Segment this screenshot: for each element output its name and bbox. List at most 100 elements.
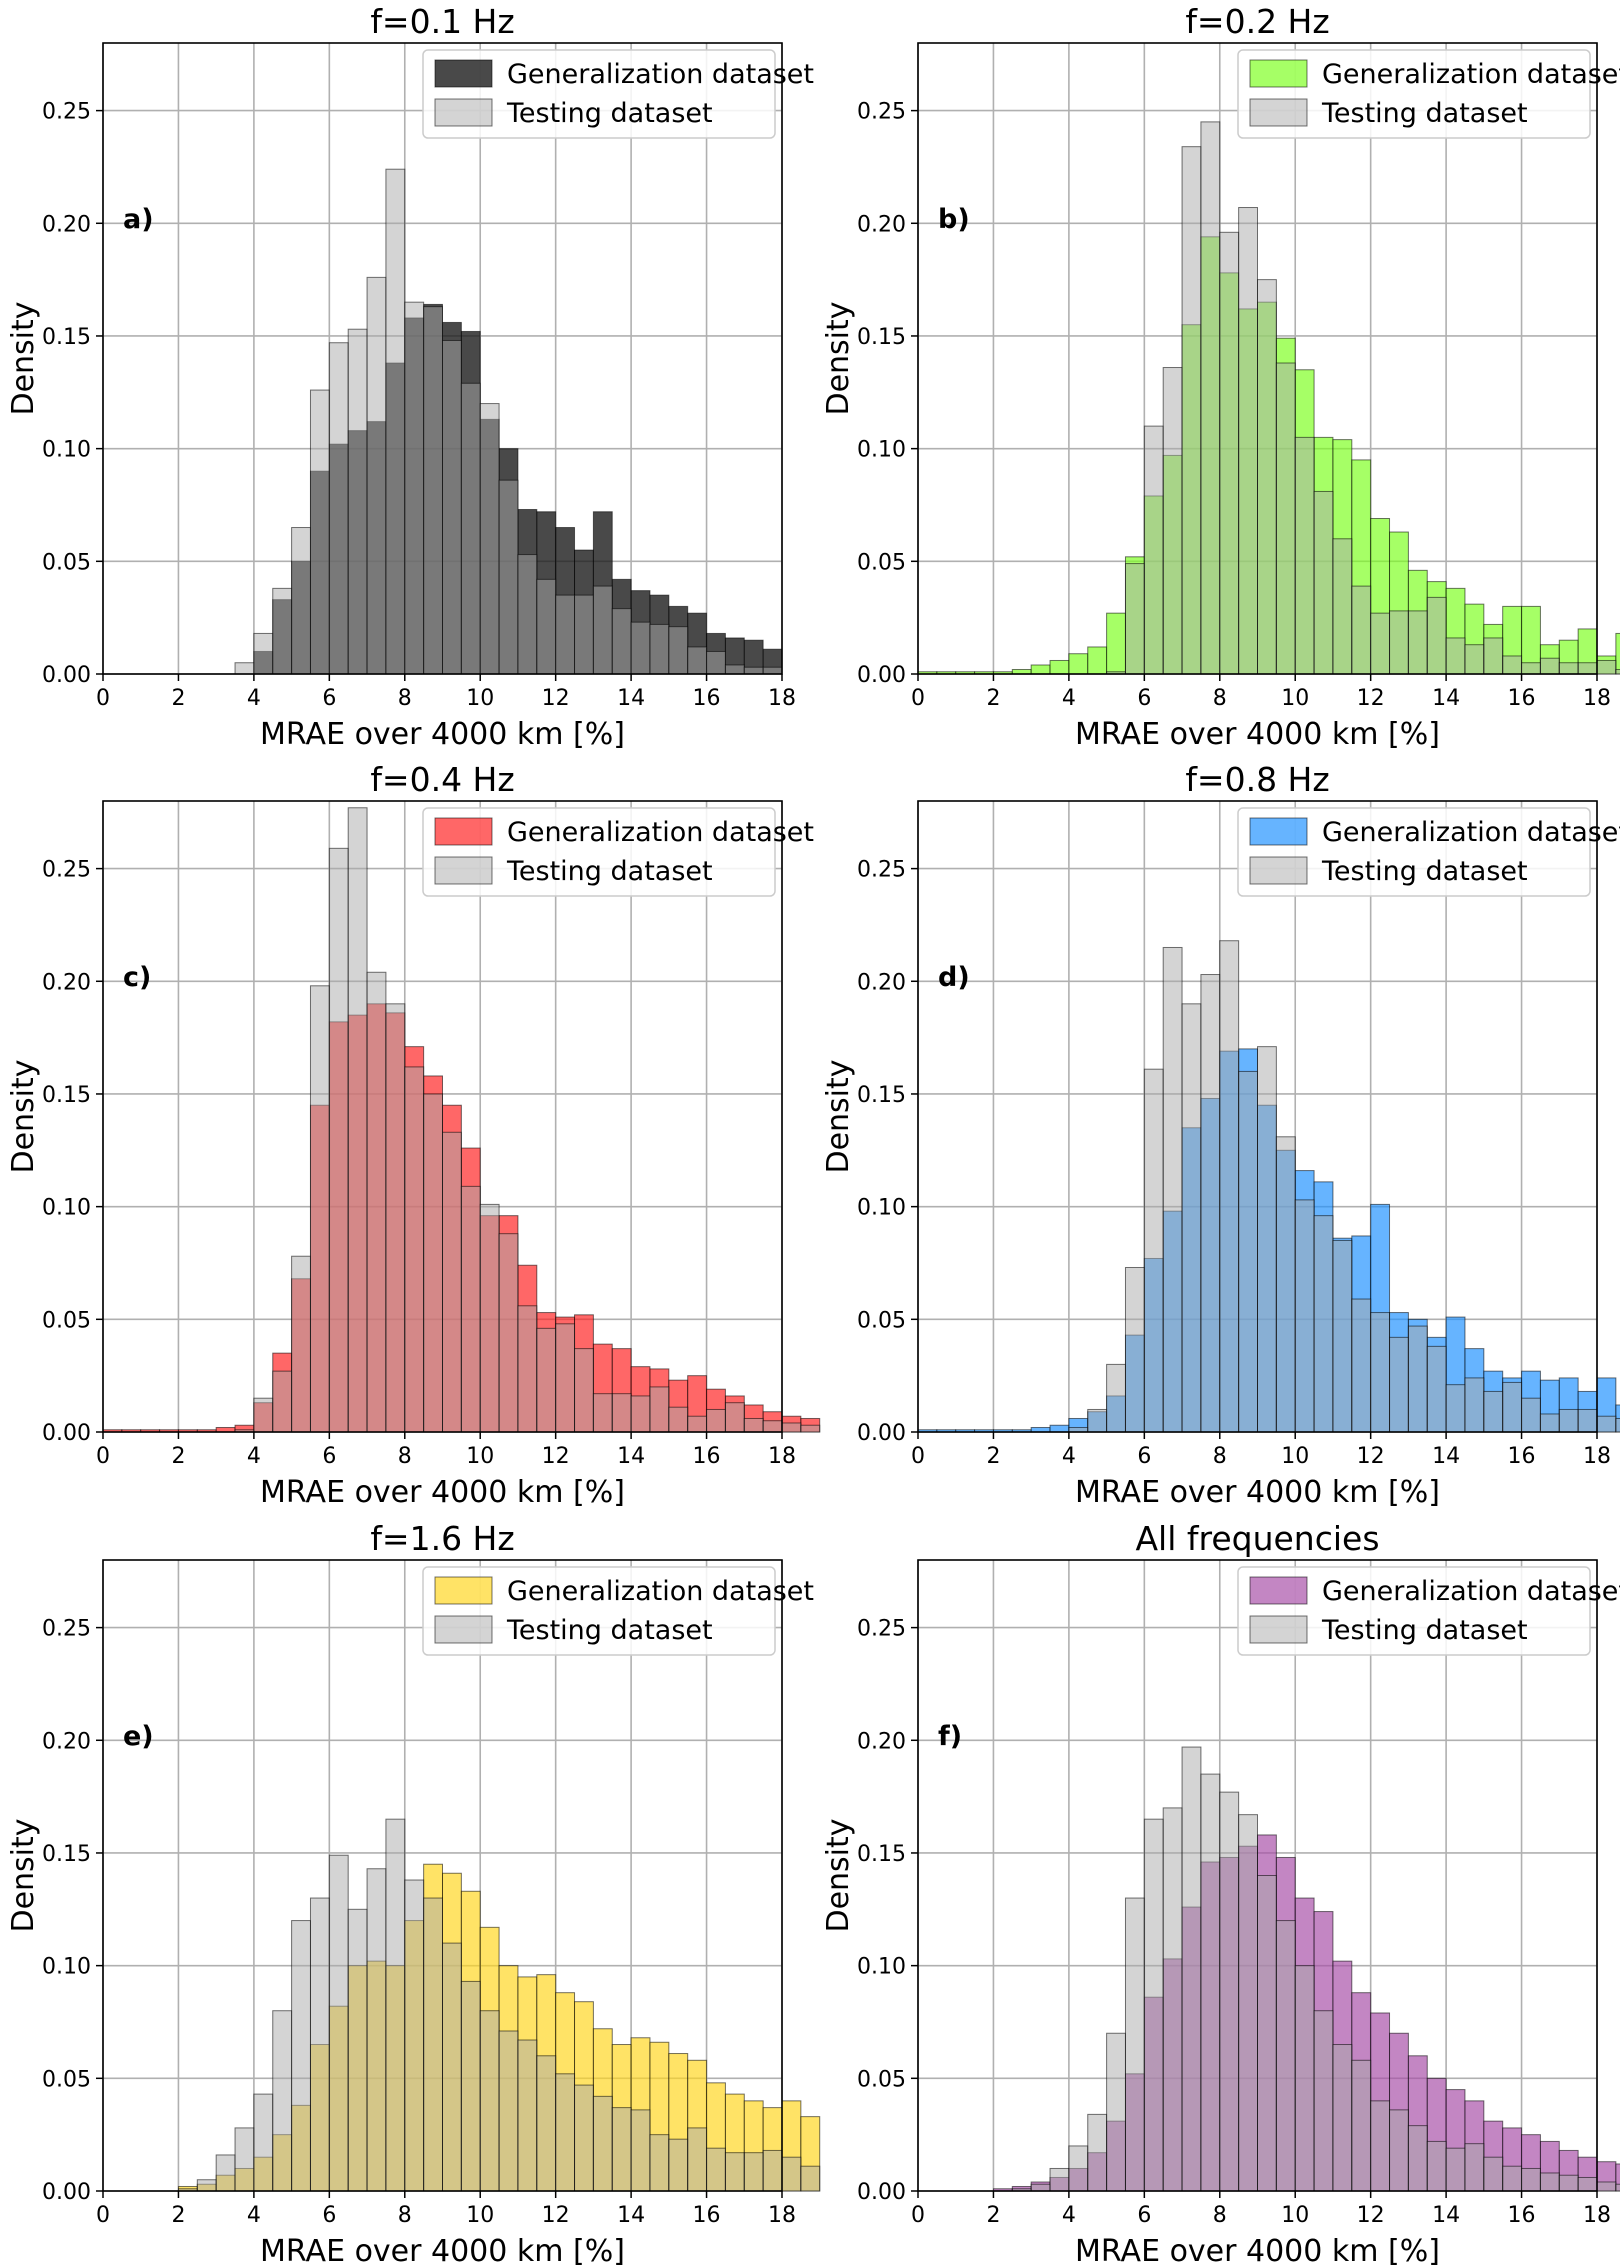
histogram-bar	[706, 650, 726, 675]
histogram-bar	[1294, 1965, 1315, 2192]
x-tick-label: 2	[986, 686, 1000, 711]
histogram-bar	[555, 2073, 576, 2192]
histogram-bar	[309, 1897, 330, 2192]
histogram-bar	[668, 2138, 689, 2192]
histogram-bar	[630, 1395, 651, 1433]
histogram-bar	[1181, 146, 1202, 675]
histogram-bar	[1219, 1791, 1240, 2192]
histogram-bar	[366, 971, 387, 1433]
x-tick-label: 10	[1281, 2203, 1309, 2228]
histogram-bar	[498, 1233, 519, 1433]
histogram-bar	[404, 1879, 425, 2192]
histogram-bar	[1030, 664, 1051, 675]
histogram-bar	[309, 985, 330, 1433]
histogram-bar	[1275, 362, 1296, 675]
histogram-bar	[1143, 425, 1164, 675]
histogram-bar	[1257, 1875, 1277, 2192]
histogram-bar	[1313, 2010, 1334, 2192]
histogram-bar	[743, 2152, 764, 2192]
y-tick-label: 0.25	[42, 1617, 91, 1642]
histogram-bar	[1539, 1413, 1560, 1433]
x-tick-label: 6	[1137, 686, 1151, 711]
histogram-bar	[366, 276, 387, 675]
histogram-bar	[1351, 585, 1372, 675]
histogram-bar	[1219, 940, 1240, 1433]
axes-frame	[102, 1559, 783, 2192]
chart-panel-1: 0 2 4 6 8 10 12 14 16 18 0.00 0.05 0.10 0.15 0.20 0.25 f…	[6, 2, 814, 752]
histogram-bar	[328, 847, 349, 1433]
histogram-bar	[460, 1185, 481, 1433]
legend-label: Generalization dataset	[1322, 1576, 1620, 1607]
x-tick-label: 14	[1432, 686, 1460, 711]
legend-swatch	[434, 817, 493, 846]
x-tick-label: 2	[986, 1444, 1000, 1469]
histogram-bar	[1162, 946, 1183, 1433]
y-tick-label: 0.05	[42, 2067, 91, 2092]
x-tick-label: 8	[1213, 686, 1227, 711]
legend-swatch	[1249, 1615, 1308, 1644]
histogram-bar	[762, 1420, 783, 1433]
histogram-bar	[1370, 2100, 1391, 2192]
histogram-bar	[1238, 1070, 1259, 1433]
histogram-bar	[1615, 1417, 1620, 1433]
y-tick-label: 0.15	[857, 325, 906, 350]
histogram-bar	[1200, 1773, 1221, 2192]
y-tick-label: 0.15	[42, 1842, 91, 1867]
histogram-bar	[1332, 538, 1353, 675]
x-tick-label: 12	[1357, 686, 1385, 711]
histogram-bar	[385, 1818, 406, 2192]
histogram-bar	[1181, 1746, 1202, 2192]
histogram-bar	[309, 389, 330, 675]
x-tick-label: 12	[1357, 1444, 1385, 1469]
x-axis-label: MRAE over 4000 km [%]	[1075, 1475, 1440, 1510]
x-tick-label: 16	[693, 2203, 721, 2228]
histogram-bar	[1389, 1336, 1409, 1433]
histogram-bar	[1407, 610, 1428, 675]
histogram-bar	[781, 2156, 802, 2192]
histogram-bar	[611, 608, 632, 675]
x-tick-label: 10	[466, 1444, 494, 1469]
histogram-bar	[1577, 1408, 1598, 1433]
histogram-bar	[291, 1255, 311, 1433]
histogram-bar	[1596, 659, 1617, 675]
histogram-bar	[574, 1348, 594, 1433]
x-tick-label: 18	[1583, 1444, 1611, 1469]
legend-swatch	[434, 856, 493, 885]
legend-box	[1237, 1566, 1591, 1656]
legend-label: Testing dataset	[506, 98, 713, 129]
chart-panel-2: 0 2 4 6 8 10 12 14 16 18 0.00 0.05 0.10 0.15 0.20 0.25 f…	[821, 2, 1620, 752]
legend-swatch	[1249, 59, 1308, 88]
histogram-bar	[668, 1406, 689, 1433]
x-tick-label: 0	[96, 686, 110, 711]
x-tick-label: 4	[1062, 686, 1076, 711]
histogram-bar	[1124, 563, 1145, 675]
x-tick-label: 18	[768, 1444, 796, 1469]
histogram-bar	[649, 2134, 670, 2192]
histogram-bar	[724, 2152, 745, 2192]
histogram-bar	[1124, 1266, 1145, 1433]
histogram-bar	[460, 382, 481, 675]
histogram-bar	[536, 2055, 557, 2192]
histogram-bar	[1238, 207, 1259, 675]
histogram-bar	[1407, 1325, 1428, 1433]
x-tick-label: 16	[1508, 2203, 1536, 2228]
chart-panel-4: 0 2 4 6 8 10 12 14 16 18 0.00 0.05 0.10 0.15 0.20 0.25 f…	[821, 760, 1620, 1510]
histogram-bar	[630, 2109, 651, 2192]
y-tick-label: 0.15	[42, 1083, 91, 1108]
y-tick-label: 0.25	[857, 858, 906, 883]
histogram-bar	[479, 2010, 500, 2192]
legend-label: Testing dataset	[1321, 98, 1528, 129]
legend-swatch	[1249, 817, 1308, 846]
histogram-bar	[1558, 1408, 1579, 1433]
x-tick-label: 2	[171, 2203, 185, 2228]
x-tick-label: 10	[1281, 686, 1309, 711]
histogram-bar	[1143, 1068, 1164, 1433]
x-tick-label: 6	[322, 1444, 336, 1469]
histogram-bar	[1445, 1384, 1466, 1433]
histogram-bar	[1539, 657, 1560, 675]
histogram-bar	[385, 1003, 406, 1433]
histogram-bar	[1068, 2145, 1089, 2192]
histogram-bar	[781, 1422, 802, 1433]
legend-label: Testing dataset	[506, 1615, 713, 1646]
legend-swatch	[1249, 98, 1308, 127]
